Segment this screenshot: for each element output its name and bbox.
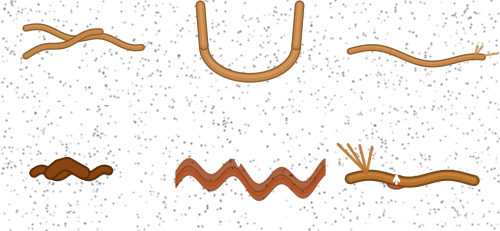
Text: d: d bbox=[8, 211, 14, 221]
Text: f: f bbox=[340, 211, 344, 221]
Text: c: c bbox=[340, 96, 346, 106]
Text: b: b bbox=[174, 96, 181, 106]
Text: e: e bbox=[174, 211, 181, 221]
Text: a: a bbox=[8, 96, 14, 106]
Circle shape bbox=[386, 176, 406, 189]
